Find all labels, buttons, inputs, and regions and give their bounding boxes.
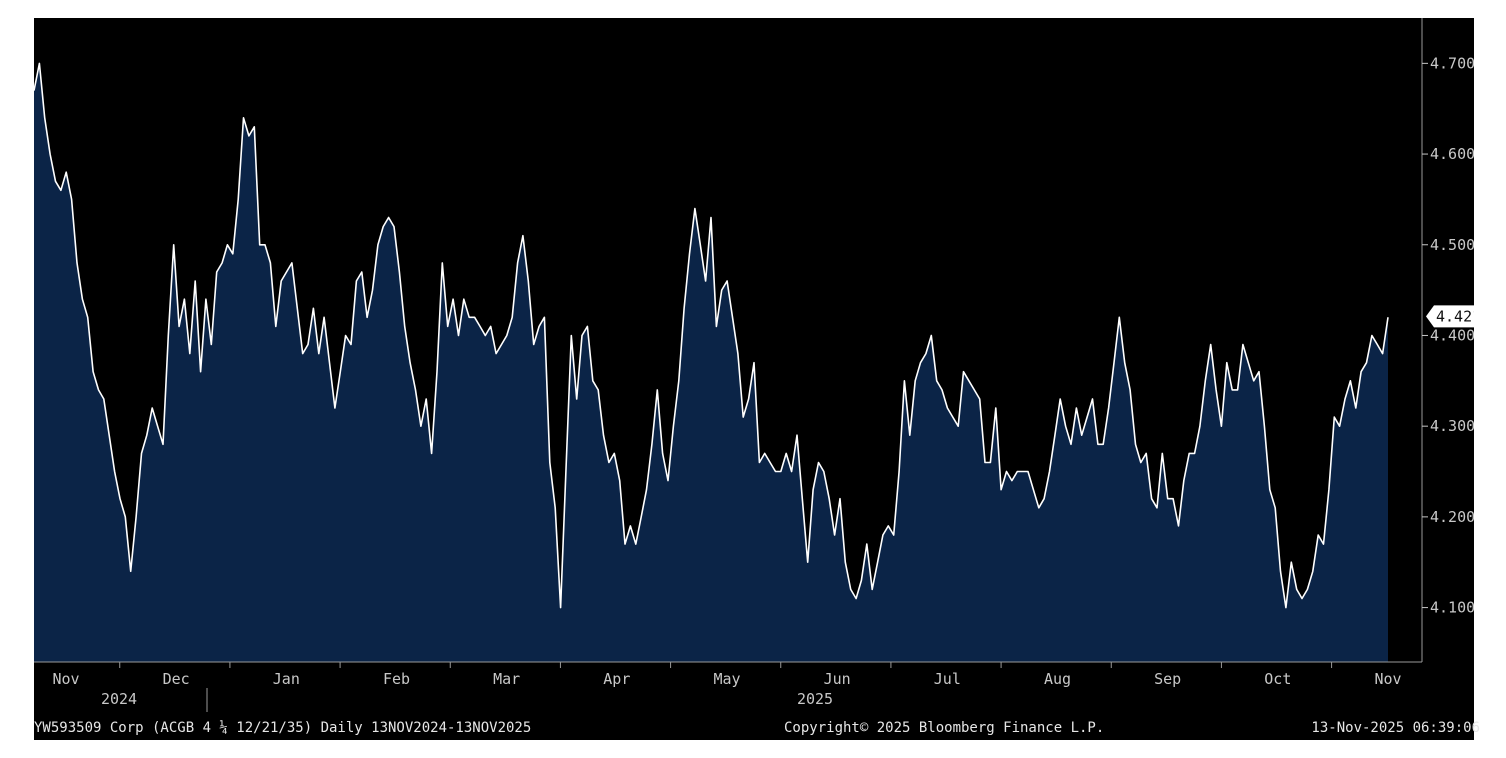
y-tick-label: 4.500 [1430,236,1474,254]
x-month-label: Sep [1154,670,1181,688]
footer-timestamp: 13-Nov-2025 06:39:06 [1311,720,1480,736]
y-tick-label: 4.700 [1430,54,1474,72]
y-axis: 4.100 4.200 4.300 4.400 4.500 4.600 4.700 [1421,18,1474,662]
x-month-label: Jun [824,670,851,688]
y-tick-label: 4.300 [1430,417,1474,435]
x-month-label: Feb [383,670,410,688]
x-month-label: Nov [1374,670,1401,688]
x-month-label: Apr [603,670,630,688]
last-value-text: 4.421 [1436,307,1474,325]
area-layer [34,62,1389,662]
x-month-label: Jan [273,670,300,688]
y-tick-label: 4.400 [1430,326,1474,344]
y-tick-label: 4.100 [1430,599,1474,617]
footer-security-info: YW593509 Corp (ACGB 4 ¼ 12/21/35) Daily … [34,720,532,736]
x-month-label: Dec [163,670,190,688]
y-tick-label: 4.200 [1430,508,1474,526]
x-month-label: May [713,670,740,688]
chart-plot: 4.100 4.200 4.300 4.400 4.500 4.600 4.700 Nov D… [34,18,1474,718]
x-month-label: Nov [52,670,79,688]
last-value-badge: 4.421 [1426,305,1474,328]
x-month-label: Mar [493,670,520,688]
chart-frame: 4.100 4.200 4.300 4.400 4.500 4.600 4.700 Nov D… [34,18,1480,740]
x-month-label: Oct [1264,670,1291,688]
x-month-label: Jul [934,670,961,688]
y-tick-label: 4.600 [1430,145,1474,163]
x-year-label: 2024 [101,690,137,708]
footer-copyright: Copyright© 2025 Bloomberg Finance L.P. [784,720,1105,736]
x-axis: Nov Dec Jan Feb Mar Apr May Jun Jul Aug Sep Oct Nov 2… [34,661,1422,712]
last-value-badge-shape [1426,305,1474,328]
series-line [34,62,1389,609]
x-month-label: Aug [1044,670,1071,688]
x-year-label: 2025 [797,690,833,708]
series-area-fill [34,63,1388,662]
